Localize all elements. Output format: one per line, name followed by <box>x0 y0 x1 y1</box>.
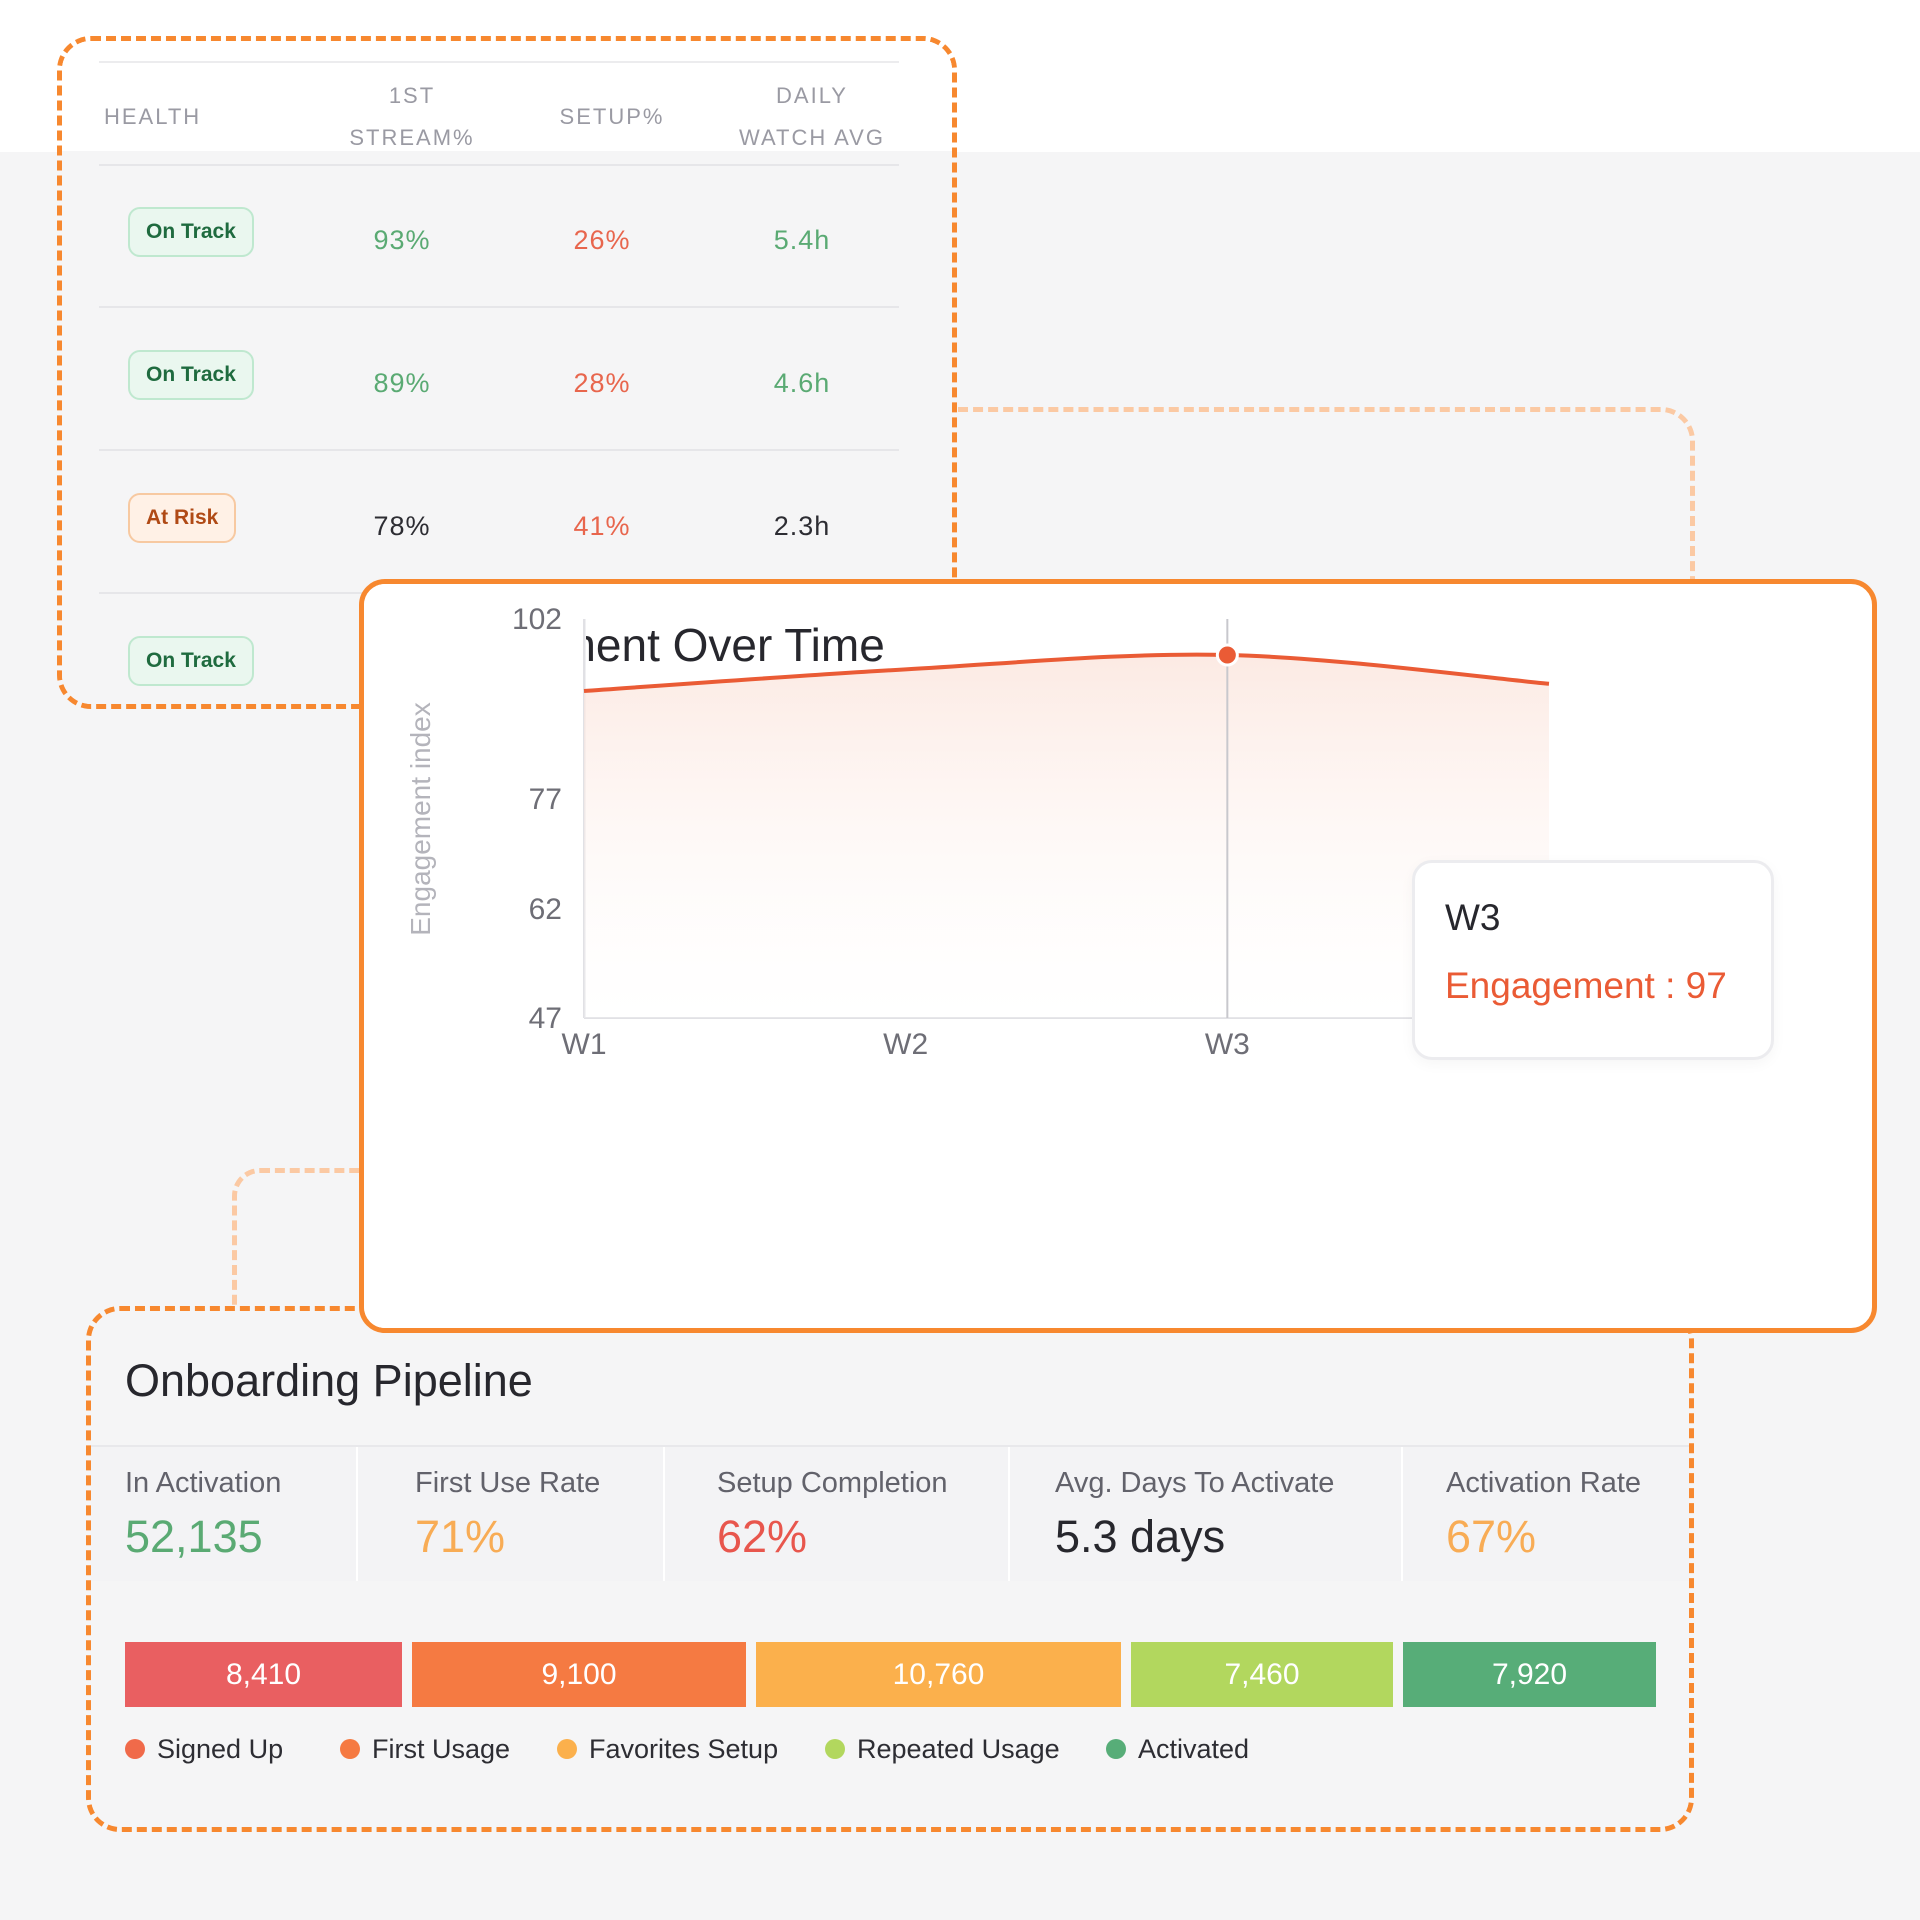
stat-value: 67% <box>1446 1511 1537 1562</box>
setup-value: 28% <box>573 368 631 398</box>
daily-watch-value: 4.6h <box>773 368 831 398</box>
daily-watch-value: 2.3h <box>773 511 831 541</box>
daily-watch-value: 5.4h <box>773 225 831 255</box>
stat-activation-rate: Activation Rate 67% <box>1403 1447 1689 1581</box>
stat-value: 52,135 <box>125 1511 263 1562</box>
header-daily-watch: DAILY WATCH AVG <box>739 83 885 150</box>
engagement-chart-card: Engagement Over Time 102 77 62 47 Engagement… <box>359 579 1877 1333</box>
legend-dot-icon <box>125 1738 145 1759</box>
connector-line <box>958 407 1695 607</box>
y-tick-label: 62 <box>529 893 562 926</box>
status-badge: On Track <box>128 350 254 400</box>
tooltip-x-label: W3 <box>1445 897 1501 938</box>
pipeline-segment-repeated-usage[interactable]: 7,460 <box>1131 1642 1393 1707</box>
table-top-rule <box>99 61 899 63</box>
setup-value: 26% <box>573 225 631 255</box>
legend-repeated-usage: Repeated Usage <box>825 1729 1060 1769</box>
pipeline-segment-activated[interactable]: 7,920 <box>1403 1642 1656 1707</box>
onboarding-pipeline-card: Onboarding Pipeline In Activation 52,135… <box>86 1306 1694 1832</box>
pipeline-segment-first-usage[interactable]: 9,100 <box>412 1642 746 1707</box>
stat-in-activation: In Activation 52,135 <box>91 1447 358 1581</box>
legend-favorites-setup: Favorites Setup <box>557 1729 778 1769</box>
stat-label: Activation Rate <box>1446 1467 1642 1499</box>
stat-label: First Use Rate <box>415 1467 601 1499</box>
connector-line <box>232 1168 372 1328</box>
status-badge: On Track <box>128 636 254 686</box>
stat-avg-days-to-activate: Avg. Days To Activate 5.3 days <box>1010 1447 1403 1581</box>
status-badge: On Track <box>128 207 254 257</box>
series-area-engagement <box>584 654 1549 1018</box>
stat-label: Setup Completion <box>717 1467 948 1499</box>
legend-first-usage: First Usage <box>340 1729 510 1769</box>
header-health: HEALTH <box>104 104 202 129</box>
legend-activated: Activated <box>1106 1729 1249 1769</box>
y-tick-label: 47 <box>529 1002 562 1035</box>
header-rule <box>99 164 899 166</box>
legend-dot-icon <box>1106 1738 1126 1759</box>
y-tick-label: 102 <box>512 603 562 636</box>
stat-label: Avg. Days To Activate <box>1055 1467 1335 1499</box>
series-line-engagement <box>583 652 1550 693</box>
highlight-point[interactable] <box>1215 643 1239 667</box>
x-tick-label: W1 <box>562 1028 607 1061</box>
legend-signed-up: Signed Up <box>125 1729 283 1769</box>
stat-value: 71% <box>415 1511 506 1562</box>
legend-dot-icon <box>340 1738 360 1759</box>
tooltip-value: Engagement : 97 <box>1445 965 1727 1006</box>
stat-value: 5.3 days <box>1055 1511 1226 1562</box>
header-setup: SETUP% <box>559 104 665 129</box>
first-stream-value: 78% <box>373 511 431 541</box>
pipeline-segment-favorites-setup[interactable]: 10,760 <box>756 1642 1121 1707</box>
y-tick-label: 77 <box>529 783 562 816</box>
legend-dot-icon <box>557 1738 577 1759</box>
status-badge: At Risk <box>128 493 237 543</box>
pipeline-title: Onboarding Pipeline <box>125 1355 533 1406</box>
setup-value: 41% <box>573 511 631 541</box>
x-tick-label: W3 <box>1205 1028 1250 1061</box>
stat-label: In Activation <box>125 1467 282 1499</box>
x-tick-label: W2 <box>883 1028 928 1061</box>
first-stream-value: 89% <box>373 368 431 398</box>
stat-value: 62% <box>717 1511 808 1562</box>
stat-setup-completion: Setup Completion 62% <box>665 1447 1010 1581</box>
chart-tooltip: W3 Engagement : 97 <box>1412 860 1774 1060</box>
y-axis-title: Engagement index <box>405 702 436 936</box>
legend-dot-icon <box>825 1738 845 1759</box>
stat-first-use-rate: First Use Rate 71% <box>358 1447 665 1581</box>
header-first-stream: 1ST STREAM% <box>349 83 475 150</box>
first-stream-value: 93% <box>373 225 431 255</box>
pipeline-segment-signed-up[interactable]: 8,410 <box>125 1642 402 1707</box>
